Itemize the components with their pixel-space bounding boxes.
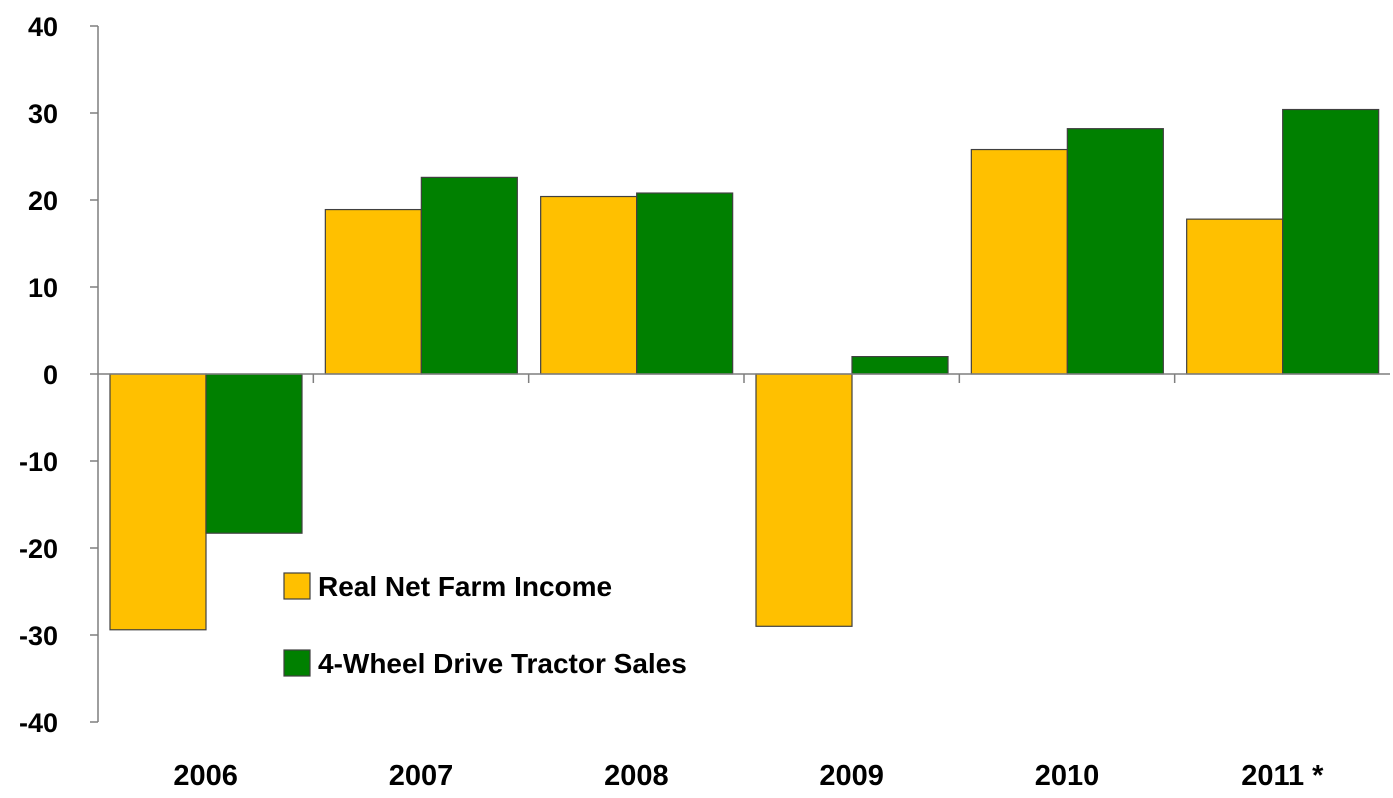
x-labels-layer: 2006 2007 2008 2009 2010 2011 * [173, 760, 1324, 792]
y-tick-label: -10 [19, 447, 58, 477]
x-tick-label: 2008 [604, 760, 669, 792]
y-tick-label: 20 [28, 186, 58, 216]
bar-4-wheel-drive-tractor-sales-2011 [1282, 108, 1380, 375]
bar-4-wheel-drive-tractor-sales-2006 [205, 373, 303, 534]
bar-4-wheel-drive-tractor-sales-2007 [420, 176, 518, 375]
zero-line-layer [98, 373, 1390, 383]
bar-real-net-farm-income-2007 [324, 208, 422, 375]
legend: Real Net Farm Income 4-Wheel Drive Tracto… [283, 571, 687, 679]
bar-real-net-farm-income-2008 [540, 195, 638, 375]
bar-real-net-farm-income-2010 [970, 148, 1068, 375]
y-tick-label: -20 [19, 534, 58, 564]
y-tick-label: -30 [19, 621, 58, 651]
bar-4-wheel-drive-tractor-sales-2010 [1066, 128, 1164, 375]
legend-label-real-net-farm-income: Real Net Farm Income [318, 571, 612, 602]
bar-real-net-farm-income-2006 [109, 373, 207, 631]
x-tick-label: 2010 [1035, 760, 1100, 792]
bar-4-wheel-drive-tractor-sales-2008 [636, 192, 734, 375]
bar-4-wheel-drive-tractor-sales-2009 [851, 356, 949, 375]
y-tick-label: 10 [28, 273, 58, 303]
x-tick-label: 2009 [819, 760, 884, 792]
y-tick-label: -40 [19, 708, 58, 738]
bar-real-net-farm-income-2009 [755, 373, 853, 627]
y-tick-label: 40 [28, 12, 58, 42]
bars-layer [109, 108, 1380, 631]
x-tick-label: 2011 * [1241, 760, 1324, 792]
y-tick-label: 0 [43, 360, 58, 390]
x-tick-label: 2007 [389, 760, 454, 792]
x-tick-label: 2006 [173, 760, 238, 792]
y-tick-label: 30 [28, 99, 58, 129]
bar-real-net-farm-income-2011 [1186, 218, 1284, 375]
y-ticks-layer: -40 -30 -20 -10 0 10 20 30 40 [19, 12, 98, 738]
legend-swatch-4-wheel-drive-tractor-sales [283, 649, 311, 677]
legend-label-4-wheel-drive-tractor-sales: 4-Wheel Drive Tractor Sales [318, 648, 687, 679]
legend-swatch-real-net-farm-income [283, 572, 311, 600]
